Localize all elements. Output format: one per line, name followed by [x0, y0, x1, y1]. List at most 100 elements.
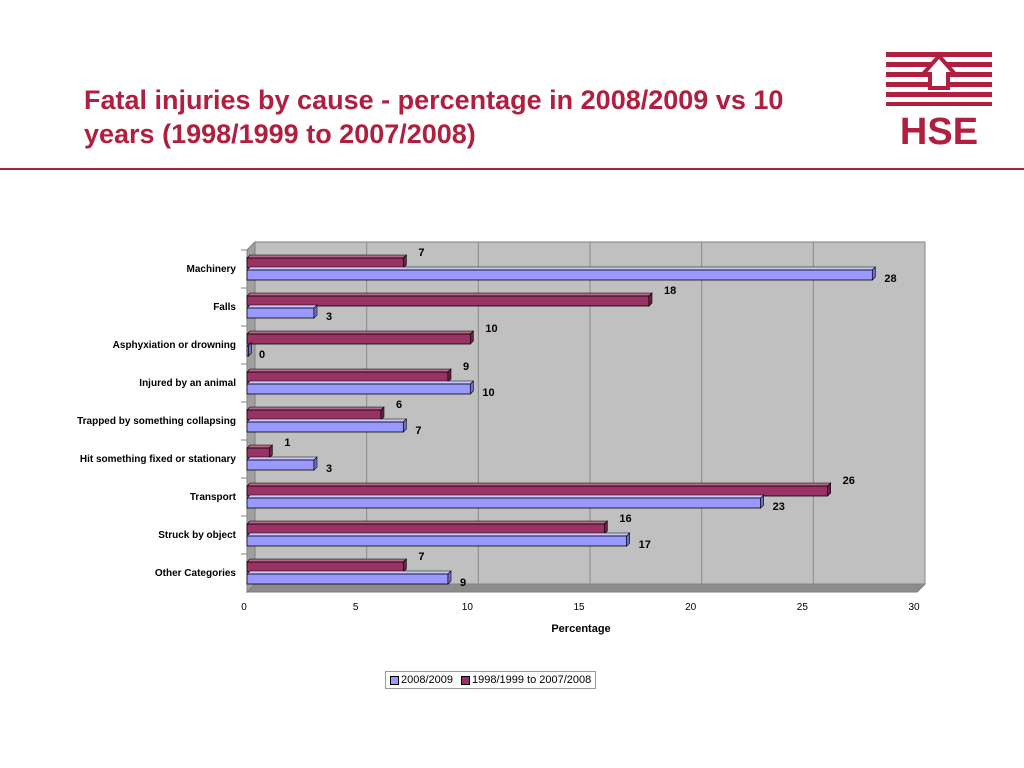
bar-side: [447, 368, 452, 383]
bar: [246, 447, 270, 459]
category-label: Hit something fixed or stationary: [80, 454, 237, 465]
category-labels: Machinery Falls Asphyxiation or drowning In…: [77, 249, 247, 579]
bar-side: [403, 558, 407, 573]
bar-top: [246, 456, 318, 461]
x-tick-label: 25: [797, 602, 809, 613]
bars: [246, 254, 877, 585]
bar-side: [604, 520, 608, 535]
chart-legend: 2008/2009 1998/1999 to 2007/2008: [385, 671, 597, 689]
legend-swatch-2008: [390, 675, 399, 685]
data-label: 7: [418, 551, 424, 563]
bar-top: [246, 520, 609, 525]
bar-top: [246, 532, 631, 537]
data-label: 18: [664, 285, 676, 297]
bar-side: [269, 444, 273, 459]
bar-side: [380, 406, 385, 421]
data-label: 3: [326, 463, 332, 475]
bar-top: [246, 266, 877, 271]
bar: [246, 409, 382, 421]
bar-top: [246, 558, 408, 563]
bar-top: [246, 330, 475, 335]
bar-top: [246, 304, 318, 309]
data-label: 9: [463, 361, 469, 373]
bar-side: [470, 380, 474, 395]
legend-label-2008: 2008/2009: [401, 674, 453, 686]
x-tick-label: 30: [908, 602, 920, 613]
data-label: 7: [418, 247, 424, 259]
legend-swatch-decade: [461, 675, 470, 685]
data-label: 3: [326, 311, 332, 323]
category-label: Struck by object: [158, 530, 236, 541]
bar-top: [246, 482, 832, 487]
x-axis-ticks: 0 5 10 15 20 25 30: [241, 602, 920, 613]
x-tick-label: 20: [685, 602, 697, 613]
bar-top: [246, 292, 653, 297]
plot-floor: [245, 583, 927, 593]
bar-side: [403, 418, 407, 433]
bar: [246, 497, 762, 509]
data-label: 7: [415, 425, 421, 437]
category-label: Trapped by something collapsing: [77, 416, 236, 427]
bar-side: [827, 482, 831, 497]
bar-side: [626, 532, 630, 547]
bar: [246, 307, 315, 319]
bar: [246, 333, 471, 345]
bar: [246, 295, 650, 307]
x-tick-label: 10: [462, 602, 474, 613]
data-label: 26: [843, 475, 855, 487]
category-label: Other Categories: [155, 568, 237, 579]
bar: [246, 485, 829, 497]
bar-side: [760, 494, 764, 509]
category-label: Falls: [213, 302, 236, 313]
bar: [246, 371, 449, 383]
bar-top: [246, 444, 274, 449]
bar: [246, 535, 628, 547]
data-label: 10: [482, 387, 494, 399]
data-label: 9: [460, 577, 466, 589]
bar-side: [313, 456, 318, 471]
bar: [246, 573, 449, 585]
data-label: 23: [773, 501, 785, 513]
x-axis-label: Percentage: [551, 623, 610, 635]
data-label: 1: [284, 437, 290, 449]
data-label: 10: [485, 323, 497, 335]
bar: [246, 561, 404, 573]
title-divider: [0, 168, 1024, 170]
category-label: Machinery: [187, 264, 237, 275]
slide-title: Fatal injuries by cause - percentage in …: [84, 85, 784, 149]
bar: [246, 421, 404, 433]
data-label: 28: [884, 273, 896, 285]
bar: [246, 523, 605, 535]
legend-item-2008: 2008/2009: [390, 674, 453, 686]
data-label: 17: [639, 539, 651, 551]
data-label: 6: [396, 399, 402, 411]
data-labels: 7 28 18 3 10 0 9 10 6 7 1 3 26 23 16 17 7 9: [259, 247, 897, 589]
bar-side: [872, 266, 876, 281]
bar-side: [313, 304, 318, 319]
bar-top: [246, 494, 765, 499]
svg-text:HSE: HSE: [900, 111, 978, 146]
hse-logo: HSE: [886, 52, 992, 146]
category-label: Injured by an animal: [139, 378, 236, 389]
bar-side: [447, 570, 452, 585]
category-label: Asphyxiation or drowning: [113, 340, 236, 351]
bar-top: [246, 570, 452, 575]
bar-top: [246, 254, 408, 259]
bar: [246, 269, 873, 281]
bar-side: [248, 342, 252, 357]
bar: [246, 459, 315, 471]
bar-top: [246, 368, 452, 373]
bar-top: [246, 406, 385, 411]
bar: [246, 257, 404, 269]
bar-side: [648, 292, 653, 307]
category-label: Transport: [190, 492, 237, 503]
x-tick-label: 0: [241, 602, 247, 613]
bar-top: [246, 418, 408, 423]
legend-label-decade: 1998/1999 to 2007/2008: [472, 674, 592, 686]
bar-top: [246, 380, 475, 385]
bar-side: [403, 254, 407, 269]
data-label: 16: [619, 513, 631, 525]
data-label: 0: [259, 349, 265, 361]
x-tick-label: 15: [573, 602, 585, 613]
